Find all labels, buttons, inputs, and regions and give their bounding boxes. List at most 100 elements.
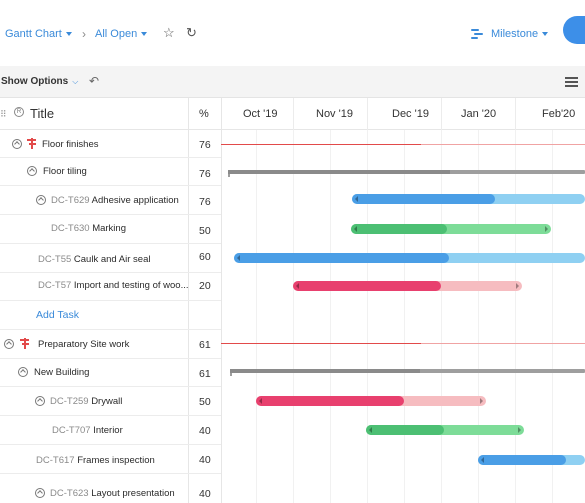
resize-left-handle[interactable] [237, 255, 240, 261]
view-selector-label: Gantt Chart [5, 28, 62, 40]
refresh-icon[interactable]: ↻ [186, 25, 197, 40]
task-code: DC-T617 [36, 455, 75, 466]
milestone-selector[interactable]: Milestone [471, 27, 549, 41]
task-name: Layout presentation [91, 488, 175, 499]
row-divider [0, 473, 221, 474]
collapse-icon[interactable] [35, 488, 45, 498]
task-bar-progress [234, 253, 449, 263]
grid-line [515, 130, 516, 503]
task-code: DC-T629 [51, 195, 90, 206]
resize-left-handle[interactable] [354, 226, 357, 232]
task-percent: 40 [199, 488, 211, 500]
task-bar[interactable] [352, 194, 585, 204]
task-code: DC-T707 [52, 425, 91, 436]
status-icon: R [14, 107, 24, 117]
task-title: DC-T707 Interior [52, 425, 188, 437]
collapse-icon[interactable] [27, 166, 37, 176]
task-bar[interactable] [366, 425, 524, 435]
options-bar: Show Options ⌵ ↶ [0, 66, 585, 98]
filter-selector-label: All Open [95, 28, 138, 40]
task-percent: 20 [199, 280, 211, 292]
task-code: DC-T55 [38, 254, 72, 265]
task-bar-progress [478, 455, 566, 465]
resize-left-handle[interactable] [355, 196, 358, 202]
caret-down-icon [65, 32, 72, 36]
task-percent: 76 [199, 196, 211, 208]
percent-column-header[interactable]: % [199, 108, 209, 120]
task-name: Drywall [91, 396, 123, 407]
task-title: New Building [34, 367, 90, 378]
layout-icon[interactable] [565, 77, 578, 88]
task-bar-progress [352, 194, 495, 204]
resize-left-handle[interactable] [369, 427, 372, 433]
month-label: Dec '19 [392, 108, 429, 120]
group-progress [230, 369, 420, 373]
collapse-icon[interactable] [12, 139, 22, 149]
month-divider [441, 98, 442, 130]
row-divider [0, 444, 221, 445]
task-bar[interactable] [351, 224, 551, 234]
primary-action-button[interactable] [563, 16, 585, 44]
resize-left-handle[interactable] [259, 398, 262, 404]
top-toolbar: Gantt Chart › All Open ☆ ↻ Milestone [0, 0, 585, 66]
month-label: Oct '19 [243, 108, 278, 120]
task-bar-progress [351, 224, 447, 234]
grid-header: ⠿ R Title % [0, 98, 585, 130]
collapse-icon[interactable] [18, 367, 28, 377]
task-percent: 61 [199, 368, 211, 380]
collapse-icon[interactable] [4, 339, 14, 349]
show-options-button[interactable]: Show Options ⌵ [1, 76, 78, 88]
collapse-icon[interactable] [36, 195, 46, 205]
task-name: Interior [93, 425, 123, 436]
grid-line [256, 130, 257, 503]
row-divider [0, 243, 221, 244]
task-bar[interactable] [478, 455, 585, 465]
resize-right-handle[interactable] [518, 427, 521, 433]
task-name: Import and testing of woo... [73, 280, 188, 291]
task-percent: 61 [199, 339, 211, 351]
task-percent: 76 [199, 139, 211, 151]
task-title: DC-T259 Drywall [50, 396, 188, 408]
row-divider [0, 214, 221, 215]
task-title: Preparatory Site work [38, 339, 130, 350]
add-task-link[interactable]: Add Task [36, 309, 79, 321]
task-code: DC-T259 [50, 396, 89, 407]
task-code: DC-T623 [50, 488, 89, 499]
task-name: Caulk and Air seal [73, 254, 151, 265]
chevron-right-icon: › [82, 27, 86, 41]
group-progress [228, 170, 450, 174]
view-selector[interactable]: Gantt Chart [5, 27, 72, 41]
milestone-line-remaining [421, 144, 585, 145]
collapse-icon[interactable] [35, 396, 45, 406]
task-percent: 50 [199, 225, 211, 237]
grid-line [367, 130, 368, 503]
resize-right-handle[interactable] [480, 398, 483, 404]
month-label: Feb'20 [542, 108, 576, 120]
column-divider [221, 98, 222, 503]
resize-left-handle[interactable] [481, 457, 484, 463]
row-divider [0, 185, 221, 186]
month-divider [515, 98, 516, 130]
task-bar[interactable] [293, 281, 522, 291]
filter-selector[interactable]: All Open [95, 27, 148, 41]
caret-down-icon [141, 32, 148, 36]
row-divider [0, 386, 221, 387]
resize-right-handle[interactable] [516, 283, 519, 289]
milestone-flag-icon [20, 338, 30, 349]
month-divider [293, 98, 294, 130]
task-bar[interactable] [234, 253, 585, 263]
resize-left-handle[interactable] [296, 283, 299, 289]
undo-icon[interactable]: ↶ [89, 74, 100, 88]
task-title: DC-T57 Import and testing of woo... [38, 280, 188, 292]
row-divider [0, 358, 221, 359]
star-icon[interactable]: ☆ [163, 25, 175, 40]
resize-right-handle[interactable] [545, 226, 548, 232]
milestone-line[interactable] [221, 343, 421, 344]
task-bar[interactable] [256, 396, 486, 406]
title-column-header[interactable]: Title [30, 106, 55, 121]
month-label: Nov '19 [316, 108, 353, 120]
row-divider [0, 329, 221, 330]
task-name: Marking [92, 223, 126, 234]
milestone-flag-icon [27, 138, 37, 149]
milestone-line[interactable] [221, 144, 421, 145]
